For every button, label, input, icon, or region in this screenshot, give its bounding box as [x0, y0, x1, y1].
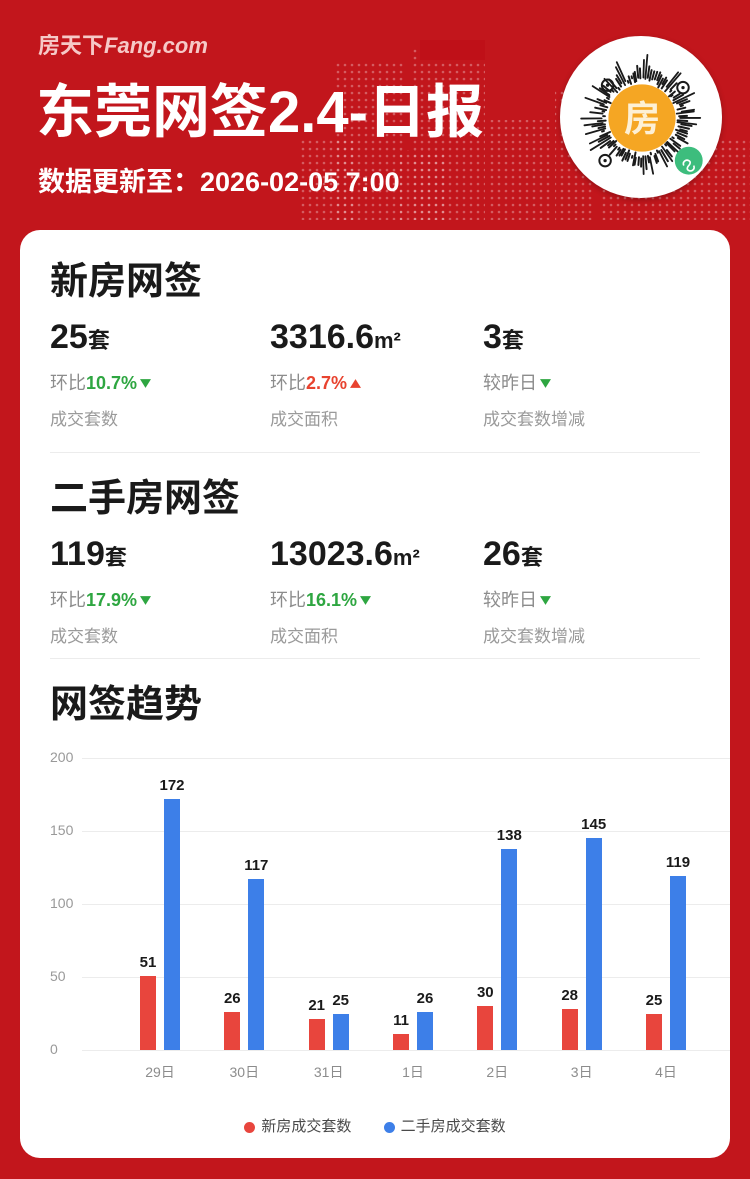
- svg-text:房: 房: [624, 98, 660, 139]
